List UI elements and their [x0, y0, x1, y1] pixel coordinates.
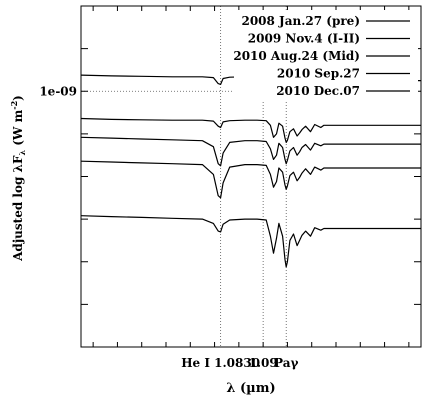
y-axis-label-exp: -2 [9, 101, 19, 110]
y-axis-label-unit: (W m [11, 109, 25, 150]
x-axis-label: λ (µm) [226, 381, 275, 396]
x-tick-label-0: He I 1.0830 [181, 356, 260, 370]
y-axis-label: Adjusted log λFλ (W m-2) [9, 95, 27, 262]
y-tick-labels: 1e-09 [39, 84, 77, 98]
legend-label-2: 2010 Aug.24 (Mid) [233, 49, 360, 63]
y-axis-label-close: ) [11, 95, 25, 101]
legend-label-0: 2008 Jan.27 (pre) [241, 14, 360, 28]
y-tick-label-0: 1e-09 [39, 84, 77, 98]
legend-label-1: 2009 Nov.4 (I-II) [248, 32, 360, 46]
series-line-3 [80, 160, 421, 199]
legend: 2008 Jan.27 (pre) 2009 Nov.4 (I-II) 2010 A… [233, 10, 418, 102]
y-axis-label-sub: λ [17, 150, 27, 156]
y-axis-label-main: Adjusted log λF [11, 155, 25, 262]
legend-label-3: 2010 Sep.27 [277, 67, 360, 81]
series-line-1 [80, 117, 421, 143]
series-line-4 [80, 215, 421, 268]
x-tick-label-1: 1.09 [249, 356, 278, 370]
x-tick-label-2: Paγ [274, 356, 298, 370]
series-line-2 [80, 136, 421, 167]
legend-label-4: 2010 Dec.07 [276, 84, 360, 98]
